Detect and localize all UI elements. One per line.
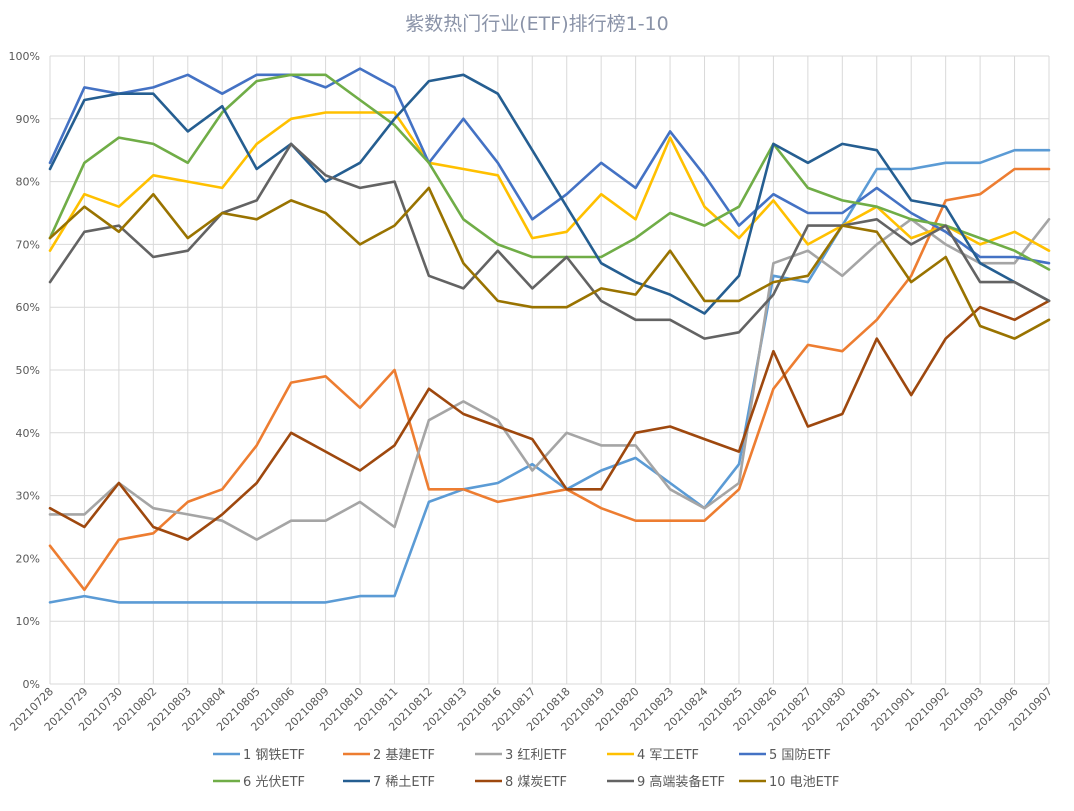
legend-item-2: 2 基建ETF: [343, 748, 435, 763]
legend-item-3: 3 红利ETF: [475, 747, 567, 763]
legend-label: 5 国防ETF: [769, 747, 831, 763]
legend-item-6: 6 光伏ETF: [213, 775, 305, 790]
series-line-10: [48, 186, 1051, 340]
legend-item-4: 4 军工ETF: [607, 748, 699, 763]
legend-item-9: 9 高端装备ETF: [607, 774, 725, 790]
series-line-6: [48, 73, 1051, 271]
y-tick-label: 80%: [16, 176, 40, 189]
series-line-4: [48, 111, 1051, 252]
grid: [49, 55, 1050, 685]
chart-title: 紫数热门行业(ETF)排行榜1-10: [405, 13, 669, 35]
legend-item-10: 10 电池ETF: [739, 775, 839, 790]
x-axis-ticks: 2021072820210729202107302021080220210803…: [7, 685, 1055, 734]
y-tick-label: 100%: [9, 50, 40, 63]
series-line-2: [48, 167, 1051, 592]
y-tick-label: 0%: [23, 678, 40, 691]
legend-label: 10 电池ETF: [769, 775, 839, 790]
series-lines: [48, 67, 1051, 604]
legend-item-1: 1 钢铁ETF: [213, 748, 305, 763]
legend-label: 1 钢铁ETF: [243, 748, 305, 763]
legend-label: 3 红利ETF: [505, 747, 567, 763]
legend-item-7: 7 稀土ETF: [343, 775, 435, 790]
y-tick-label: 70%: [16, 238, 40, 251]
y-tick-label: 30%: [16, 490, 40, 503]
series-line-9: [48, 142, 1051, 340]
y-tick-label: 40%: [16, 427, 40, 440]
legend-item-8: 8 煤炭ETF: [475, 775, 567, 790]
y-tick-label: 90%: [16, 113, 40, 126]
legend-label: 6 光伏ETF: [243, 775, 305, 790]
series-line-5: [48, 67, 1051, 265]
legend-label: 8 煤炭ETF: [505, 775, 567, 790]
legend-label: 4 军工ETF: [637, 748, 699, 763]
y-tick-label: 50%: [16, 364, 40, 377]
legend: 1 钢铁ETF 2 基建ETF 3 红利ETF 4 军工ETF 5 国防ETF 6 光伏E…: [213, 747, 839, 790]
legend-label: 9 高端装备ETF: [637, 774, 725, 790]
legend-item-5: 5 国防ETF: [739, 747, 831, 763]
y-axis-ticks: 0% 10% 20% 30% 40% 50% 60% 70% 80% 90% 100%: [9, 50, 40, 691]
legend-label: 7 稀土ETF: [373, 775, 435, 790]
series-line-1: [48, 148, 1051, 604]
legend-label: 2 基建ETF: [373, 748, 435, 763]
series-line-7: [48, 73, 1051, 315]
y-tick-label: 10%: [16, 615, 40, 628]
series-line-8: [48, 299, 1051, 541]
y-tick-label: 20%: [16, 552, 40, 565]
y-tick-label: 60%: [16, 301, 40, 314]
